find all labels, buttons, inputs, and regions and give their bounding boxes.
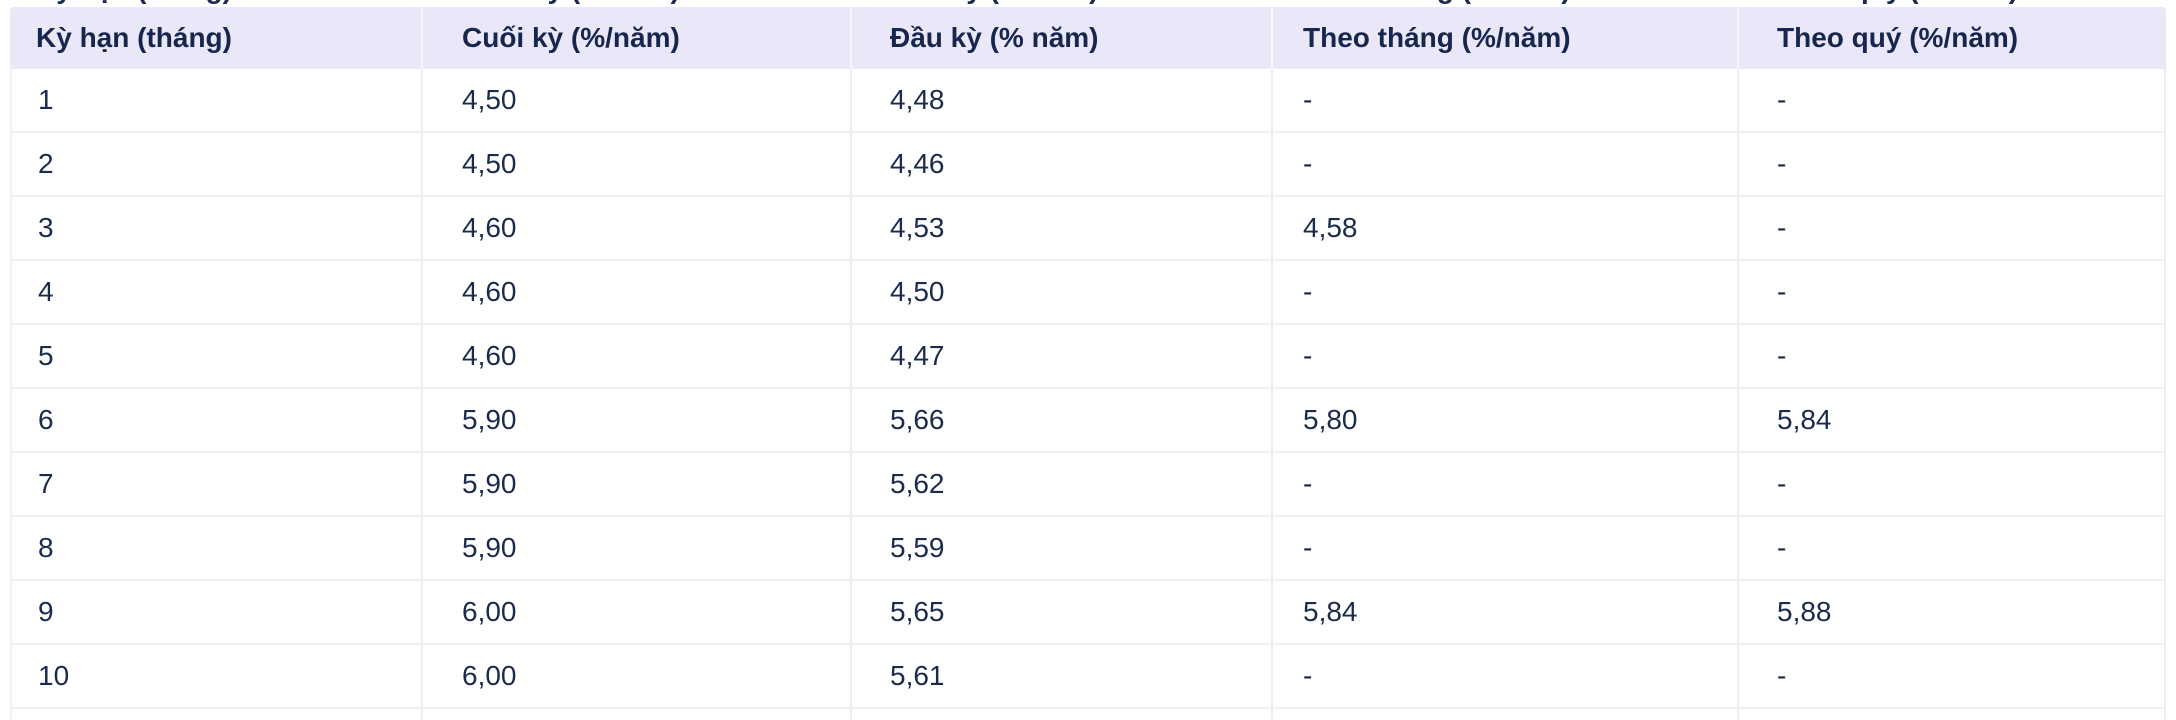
cell-end-of-term-rate: 6,00 <box>423 645 852 707</box>
cutoff-header-text: Cuối kỳ (%/năm) <box>423 0 852 3</box>
cell-quarterly-rate: - <box>1739 69 2166 131</box>
cell-quarterly-rate: 5,84 <box>1739 389 2166 451</box>
table-row <box>10 709 2166 720</box>
cell-start-of-term-rate: 4,47 <box>852 325 1273 387</box>
table-row: 1 4,50 4,48- - <box>10 69 2166 133</box>
cell-quarterly-rate: - <box>1739 645 2166 707</box>
column-header-quarterly-rate: Theo quý (%/năm) <box>1777 22 2019 53</box>
cell-start-of-term-rate: 4,48 <box>852 69 1273 131</box>
cell-monthly-rate: 4,58 <box>1273 197 1739 259</box>
table-header-row: Kỳ hạn (tháng) Cuối kỳ (%/năm) Đầu kỳ (% n… <box>10 7 2166 69</box>
cell-monthly-rate: - <box>1273 645 1739 707</box>
cutoff-header-text: Theo tháng (%/năm) <box>1273 0 1739 3</box>
cell-end-of-term-rate <box>423 709 852 720</box>
table-body: 1 4,50 4,48- -2 4,50 4,46- -3 4,60 4,53 4,58-4 4,6… <box>10 69 2166 720</box>
cell-term-months: 5 <box>10 325 423 387</box>
cell-quarterly-rate <box>1739 709 2166 720</box>
table-row: 7 5,90 5,62- - <box>10 453 2166 517</box>
cell-monthly-rate: - <box>1273 517 1739 579</box>
cell-quarterly-rate: - <box>1739 197 2166 259</box>
cell-start-of-term-rate: 5,66 <box>852 389 1273 451</box>
table-row: 5 4,60 4,47- - <box>10 325 2166 389</box>
cutoff-header-text: Kỳ hạn (tháng) <box>10 0 423 3</box>
cell-term-months: 9 <box>10 581 423 643</box>
cell-quarterly-rate: 5,88 <box>1739 581 2166 643</box>
cell-monthly-rate: - <box>1273 453 1739 515</box>
column-header-term-months: Kỳ hạn (tháng) <box>10 7 423 69</box>
cell-end-of-term-rate: 4,50 <box>423 69 852 131</box>
interest-rate-table: Kỳ hạn (tháng) Cuối kỳ (%/năm) Đầu kỳ (% n… <box>10 7 2166 720</box>
cell-monthly-rate: - <box>1273 133 1739 195</box>
column-header-start-of-term-rate: Đầu kỳ (% năm) <box>852 7 1273 69</box>
cell-end-of-term-rate: 4,50 <box>423 133 852 195</box>
cell-term-months: 3 <box>10 197 423 259</box>
cell-end-of-term-rate: 6,00 <box>423 581 852 643</box>
cutoff-header-text: Theo quý (%/năm) <box>1739 0 2166 3</box>
cell-term-months: 4 <box>10 261 423 323</box>
cell-quarterly-rate: - <box>1739 325 2166 387</box>
cell-end-of-term-rate: 5,90 <box>423 453 852 515</box>
cell-end-of-term-rate: 4,60 <box>423 261 852 323</box>
cell-start-of-term-rate: 5,62 <box>852 453 1273 515</box>
cell-end-of-term-rate: 4,60 <box>423 197 852 259</box>
table-row: 2 4,50 4,46- - <box>10 133 2166 197</box>
table-row: 6 5,90 5,66 5,80 5,84 <box>10 389 2166 453</box>
cell-term-months <box>10 709 423 720</box>
cell-start-of-term-rate: 5,59 <box>852 517 1273 579</box>
table-row: 9 6,00 5,65 5,84 5,88 <box>10 581 2166 645</box>
table-row: 8 5,90 5,59- - <box>10 517 2166 581</box>
cell-term-months: 6 <box>10 389 423 451</box>
cell-monthly-rate: 5,84 <box>1273 581 1739 643</box>
cell-quarterly-rate: - <box>1739 261 2166 323</box>
cell-quarterly-rate: - <box>1739 133 2166 195</box>
cutoff-header-text: Đầu kỳ (% năm) <box>852 0 1273 3</box>
column-header-end-of-term-rate: Cuối kỳ (%/năm) <box>423 7 852 69</box>
cell-quarterly-rate: - <box>1739 453 2166 515</box>
cell-end-of-term-rate: 5,90 <box>423 517 852 579</box>
cell-term-months: 7 <box>10 453 423 515</box>
cell-term-months: 8 <box>10 517 423 579</box>
cell-monthly-rate: 5,80 <box>1273 389 1739 451</box>
table-row: 10 6,00 5,61- - <box>10 645 2166 709</box>
cell-start-of-term-rate: 5,61 <box>852 645 1273 707</box>
cell-start-of-term-rate: 4,53 <box>852 197 1273 259</box>
cell-monthly-rate: - <box>1273 325 1739 387</box>
cell-term-months: 1 <box>10 69 423 131</box>
cell-monthly-rate: - <box>1273 69 1739 131</box>
table-row: 3 4,60 4,53 4,58- <box>10 197 2166 261</box>
cell-start-of-term-rate: 5,65 <box>852 581 1273 643</box>
cell-monthly-rate: - <box>1273 261 1739 323</box>
cell-end-of-term-rate: 5,90 <box>423 389 852 451</box>
table-row: 4 4,60 4,50- - <box>10 261 2166 325</box>
cell-monthly-rate <box>1273 709 1739 720</box>
cell-start-of-term-rate: 4,46 <box>852 133 1273 195</box>
cell-term-months: 10 <box>10 645 423 707</box>
cell-end-of-term-rate: 4,60 <box>423 325 852 387</box>
cutoff-previous-header-row: Kỳ hạn (tháng)Cuối kỳ (%/năm)Đầu kỳ (% n… <box>10 0 2166 3</box>
cell-start-of-term-rate: 4,50 <box>852 261 1273 323</box>
cell-start-of-term-rate <box>852 709 1273 720</box>
column-header-monthly-rate: Theo tháng (%/năm) <box>1273 7 1739 69</box>
cell-term-months: 2 <box>10 133 423 195</box>
cell-quarterly-rate: - <box>1739 517 2166 579</box>
